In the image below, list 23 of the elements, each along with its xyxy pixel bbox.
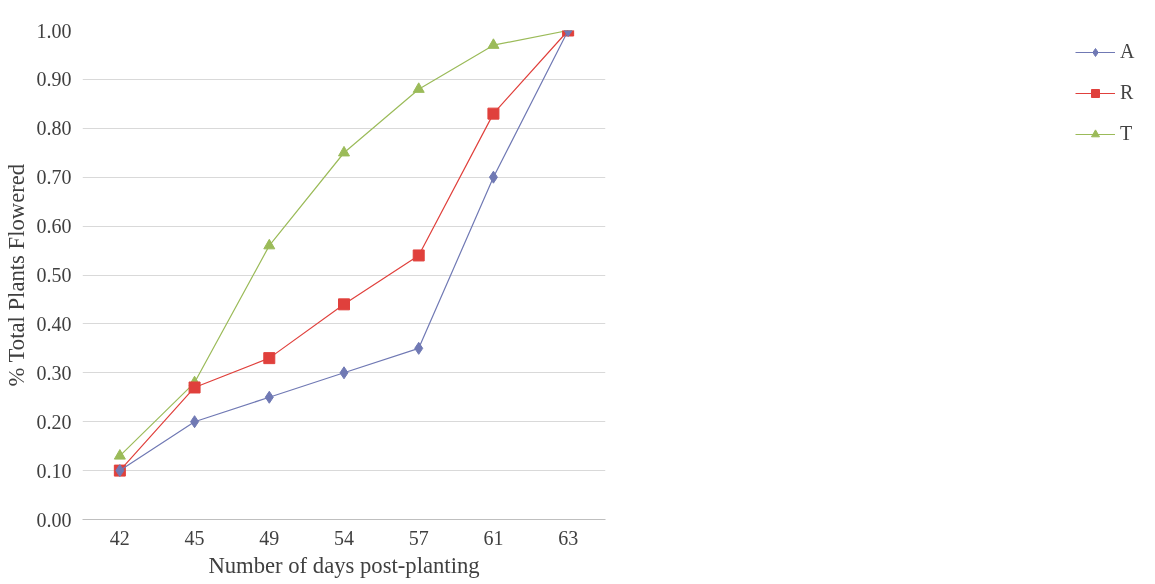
- y-tick-label: 0.10: [36, 459, 72, 482]
- x-tick-label: 63: [558, 526, 579, 549]
- x-tick-label: 54: [334, 526, 354, 549]
- x-tick-label: 42: [109, 526, 130, 549]
- x-tick-label: 45: [184, 526, 205, 549]
- y-tick-label: 0.00: [36, 508, 72, 531]
- y-tick-label: 0.70: [36, 166, 72, 189]
- x-axis-title: Number of days post-planting: [208, 552, 480, 578]
- legend-label: A: [1120, 40, 1136, 63]
- x-tick-label: 61: [483, 526, 504, 549]
- y-tick-label: 0.30: [36, 361, 72, 384]
- legend-label: R: [1120, 81, 1135, 104]
- y-tick-label: 0.40: [36, 312, 72, 335]
- y-tick-label: 0.90: [36, 68, 72, 91]
- y-tick-label: 0.60: [36, 215, 72, 238]
- y-tick-label: 0.80: [36, 117, 72, 140]
- y-axis-title: % Total Plants Flowered: [3, 163, 29, 387]
- y-tick-label: 1.00: [36, 19, 72, 42]
- legend-label: T: [1120, 122, 1134, 145]
- y-tick-label: 0.50: [36, 264, 72, 286]
- x-tick-label: 49: [259, 526, 280, 549]
- x-tick-label: 57: [408, 526, 429, 549]
- y-tick-label: 0.20: [36, 410, 72, 433]
